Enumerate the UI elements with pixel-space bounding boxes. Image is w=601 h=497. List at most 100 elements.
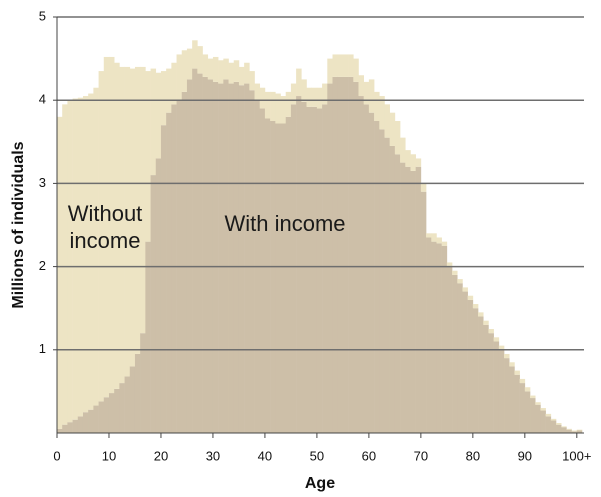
- bar-segment: [394, 154, 401, 433]
- bar-segment: [249, 90, 255, 433]
- bar-segment: [134, 66, 141, 354]
- bar-segment: [134, 353, 141, 433]
- bar-segment: [228, 83, 235, 433]
- bar-segment: [171, 62, 177, 105]
- bar-segment: [129, 366, 136, 433]
- bar-segment: [119, 383, 125, 433]
- bar-segment: [93, 87, 99, 406]
- bar-segment: [275, 123, 281, 433]
- bar-segment: [150, 175, 157, 433]
- bar-segment: [556, 423, 562, 425]
- bar-segment: [77, 416, 84, 433]
- bar-segment: [108, 56, 115, 394]
- bar-segment: [550, 418, 557, 421]
- bar-segment: [176, 54, 183, 101]
- bar-segment: [259, 108, 266, 434]
- bar-segment: [108, 393, 115, 433]
- bar-segment: [368, 79, 375, 113]
- bar-segment: [462, 291, 468, 433]
- x-tick-label: 20: [154, 448, 168, 463]
- bar-segment: [140, 66, 146, 334]
- bar-segment: [327, 58, 333, 84]
- bar-segment: [379, 96, 385, 130]
- bar-segment: [124, 66, 131, 377]
- bar-segment: [545, 416, 552, 433]
- bar-segment: [285, 116, 292, 433]
- bar-segment: [316, 87, 323, 109]
- bar-segment: [57, 428, 63, 433]
- bar-segment: [270, 91, 276, 121]
- bar-segment: [493, 341, 500, 433]
- bar-segment: [145, 241, 151, 433]
- bar-segment: [410, 170, 416, 434]
- bar-segment: [358, 75, 364, 97]
- bar-segment: [524, 391, 531, 433]
- bar-segment: [457, 279, 463, 284]
- bar-segment: [441, 245, 448, 433]
- x-tick-label: 10: [102, 448, 116, 463]
- bar-segment: [363, 81, 370, 105]
- bar-segment: [77, 97, 84, 417]
- bar-segment: [186, 48, 193, 80]
- bar-segment: [426, 233, 432, 238]
- bar-segment: [545, 413, 552, 417]
- bar-segment: [436, 243, 442, 433]
- bar-segment: [150, 68, 157, 176]
- bar-segment: [212, 81, 219, 434]
- bar-segment: [566, 429, 572, 433]
- bar-segment: [488, 333, 494, 433]
- bar-segment: [550, 420, 557, 433]
- y-axis-label: Millions of individuals: [10, 141, 27, 308]
- bar-segment: [311, 106, 318, 433]
- bar-segment: [400, 137, 406, 163]
- bar-segment: [254, 83, 261, 101]
- bar-segment: [233, 60, 240, 82]
- bar-segment: [316, 108, 323, 434]
- bar-segment: [358, 96, 364, 433]
- bar-segment: [332, 54, 338, 77]
- bar-segment: [62, 104, 68, 425]
- x-tick-label: 90: [518, 448, 532, 463]
- bar-segment: [420, 191, 427, 433]
- bar-segment: [483, 320, 489, 325]
- bar-segment: [270, 121, 276, 433]
- bar-segment: [332, 76, 338, 434]
- bar-segment: [67, 100, 73, 423]
- bar-segment: [275, 93, 281, 124]
- bar-segment: [514, 370, 520, 375]
- bar-segment: [472, 304, 479, 309]
- x-axis-label: Age: [305, 475, 335, 492]
- bar-segment: [374, 91, 380, 121]
- bar-segment: [394, 121, 401, 155]
- bar-segment: [342, 76, 349, 434]
- bar-segment: [530, 395, 536, 399]
- bar-segment: [244, 62, 250, 84]
- bar-segment: [119, 66, 125, 384]
- bar-segment: [306, 87, 313, 107]
- bar-segment: [535, 402, 541, 405]
- bar-segment: [98, 401, 105, 433]
- bar-segment: [327, 83, 333, 433]
- bar-segment: [337, 54, 344, 77]
- bar-segment: [498, 349, 505, 433]
- bar-segment: [467, 299, 474, 433]
- bar-segment: [223, 79, 229, 434]
- bar-segment: [504, 358, 510, 433]
- bar-segment: [186, 79, 193, 434]
- bar-segment: [192, 40, 198, 69]
- bar-segment: [384, 137, 390, 433]
- bar-segment: [244, 83, 250, 433]
- bar-segment: [457, 283, 463, 433]
- bar-segment: [155, 72, 162, 159]
- bar-segment: [483, 324, 489, 433]
- y-tick-label: 2: [39, 258, 46, 273]
- bar-segment: [498, 345, 505, 350]
- bar-segment: [72, 98, 79, 420]
- bar-segment: [72, 419, 79, 433]
- bar-segment: [259, 87, 266, 109]
- bar-segment: [88, 93, 94, 410]
- bar-segment: [540, 408, 546, 411]
- bar-segment: [285, 91, 292, 117]
- bar-segment: [478, 316, 484, 433]
